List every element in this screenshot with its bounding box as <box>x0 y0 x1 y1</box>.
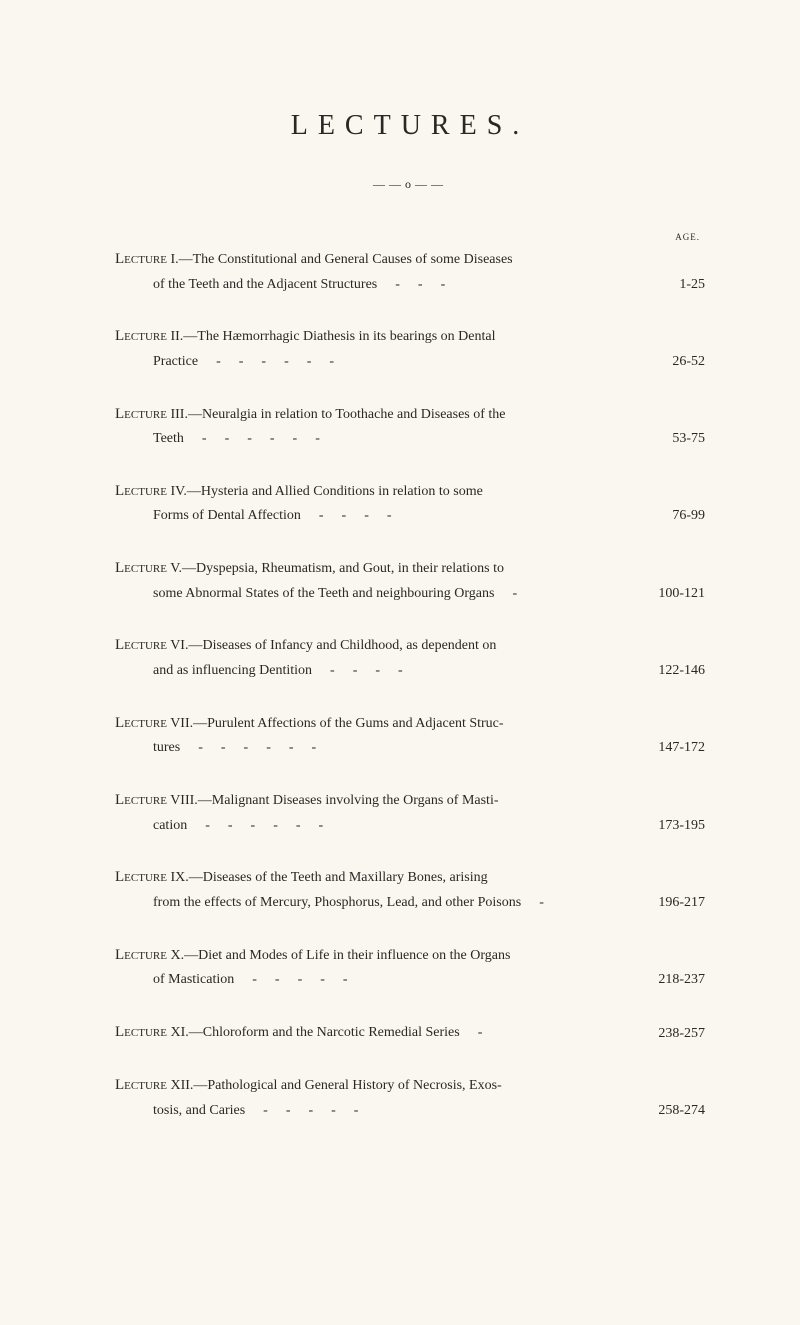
entry-line1: —Neuralgia in relation to Toothache and … <box>188 407 506 422</box>
entry-pages: 122-146 <box>641 659 705 683</box>
entry-text: Lecture IX.—Diseases of the Teeth and Ma… <box>115 865 641 914</box>
entry-text: Lecture XI.—Chloroform and the Narcotic … <box>115 1020 641 1046</box>
entry-lead: Lecture <box>115 328 167 344</box>
lecture-entry: Lecture IX.—Diseases of the Teeth and Ma… <box>115 865 705 914</box>
page-column-label: AGE. <box>675 232 700 242</box>
entry-pages: 173-195 <box>641 814 705 838</box>
entry-dashes: - <box>460 1025 501 1040</box>
entry-text: Lecture I.—The Constitutional and Genera… <box>115 247 641 296</box>
entry-line1: —Dyspepsia, Rheumatism, and Gout, in the… <box>182 561 504 576</box>
entry-dashes: ------ <box>198 354 352 369</box>
entry-line1: —Hysteria and Allied Conditions in relat… <box>187 484 483 499</box>
lecture-entry: Lecture III.—Neuralgia in relation to To… <box>115 402 705 451</box>
entry-dashes: - <box>494 586 535 601</box>
entry-text: Lecture VI.—Diseases of Infancy and Chil… <box>115 633 641 682</box>
entry-lead: Lecture <box>115 792 167 808</box>
entry-line1: —Diseases of Infancy and Childhood, as d… <box>188 638 496 653</box>
entry-text: Lecture III.—Neuralgia in relation to To… <box>115 402 641 451</box>
entry-line2: Practice <box>115 354 198 369</box>
entry-num: VII. <box>167 716 193 731</box>
entry-line1: —The Hæmorrhagic Diathesis in its bearin… <box>183 329 495 344</box>
entry-text: Lecture X.—Diet and Modes of Life in the… <box>115 943 641 992</box>
entry-lead: Lecture <box>115 869 167 885</box>
entry-line2: of Mastication <box>115 972 234 987</box>
lecture-entry: Lecture II.—The Hæmorrhagic Diathesis in… <box>115 324 705 373</box>
entry-text: Lecture II.—The Hæmorrhagic Diathesis in… <box>115 324 641 373</box>
page-title: LECTURES. <box>115 110 705 142</box>
entry-num: IX. <box>167 870 189 885</box>
entry-text: Lecture VIII.—Malignant Diseases involvi… <box>115 788 641 837</box>
entry-pages: 100-121 <box>641 582 705 606</box>
entry-pages: 218-237 <box>641 968 705 992</box>
entry-line1: —Malignant Diseases involving the Organs… <box>198 793 499 808</box>
entry-dashes: ----- <box>234 972 365 987</box>
entry-dashes: ------ <box>187 818 341 833</box>
lecture-entry: Lecture VIII.—Malignant Diseases involvi… <box>115 788 705 837</box>
entry-lead: Lecture <box>115 715 167 731</box>
entry-dashes: ----- <box>245 1103 376 1118</box>
lecture-entry: Lecture X.—Diet and Modes of Life in the… <box>115 943 705 992</box>
entry-line2: tures <box>115 740 180 755</box>
entry-pages: 53-75 <box>641 427 705 451</box>
entry-pages: 196-217 <box>641 891 705 915</box>
entry-pages: 26-52 <box>641 350 705 374</box>
entry-pages: 238-257 <box>641 1022 705 1046</box>
entry-num: XI. <box>167 1025 189 1040</box>
lecture-entry: Lecture VII.—Purulent Affections of the … <box>115 711 705 760</box>
entry-num: IV. <box>167 484 187 499</box>
lecture-entry: Lecture VI.—Diseases of Infancy and Chil… <box>115 633 705 682</box>
entry-lead: Lecture <box>115 483 167 499</box>
entry-text: Lecture V.—Dyspepsia, Rheumatism, and Go… <box>115 556 641 605</box>
entry-dashes: --- <box>377 277 463 292</box>
entry-num: III. <box>167 407 188 422</box>
entry-lead: Lecture <box>115 1024 167 1040</box>
entry-num: V. <box>167 561 182 576</box>
entry-line1: —Purulent Affections of the Gums and Adj… <box>193 716 503 731</box>
entry-line1: —Pathological and General History of Nec… <box>193 1078 501 1093</box>
lecture-entry: Lecture I.—The Constitutional and Genera… <box>115 247 705 296</box>
entry-num: VIII. <box>167 793 198 808</box>
entry-num: II. <box>167 329 183 344</box>
entry-line1: —Diseases of the Teeth and Maxillary Bon… <box>189 870 488 885</box>
entry-line2: Forms of Dental Affection <box>115 508 301 523</box>
entry-lead: Lecture <box>115 560 167 576</box>
entry-pages: 147-172 <box>641 736 705 760</box>
lectures-list: Lecture I.—The Constitutional and Genera… <box>115 247 705 1123</box>
entry-dashes: ------ <box>184 431 338 446</box>
entry-text: Lecture XII.—Pathological and General Hi… <box>115 1073 641 1122</box>
entry-lead: Lecture <box>115 947 167 963</box>
entry-lead: Lecture <box>115 637 167 653</box>
entry-dashes: - <box>521 895 562 910</box>
entry-lead: Lecture <box>115 1077 167 1093</box>
entry-line2: Teeth <box>115 431 184 446</box>
entry-dashes: ---- <box>312 663 421 678</box>
entry-line1: —The Constitutional and General Causes o… <box>179 252 513 267</box>
entry-num: XII. <box>167 1078 193 1093</box>
entry-dashes: ---- <box>301 508 410 523</box>
lecture-entry: Lecture IV.—Hysteria and Allied Conditio… <box>115 479 705 528</box>
lecture-entry: Lecture XII.—Pathological and General Hi… <box>115 1073 705 1122</box>
entry-pages: 76-99 <box>641 504 705 528</box>
entry-line1: —Diet and Modes of Life in their influen… <box>184 948 510 963</box>
entry-num: X. <box>167 948 184 963</box>
entry-text: Lecture VII.—Purulent Affections of the … <box>115 711 641 760</box>
entry-line2: some Abnormal States of the Teeth and ne… <box>115 586 494 601</box>
entry-dashes: ------ <box>180 740 334 755</box>
lecture-entry: Lecture XI.—Chloroform and the Narcotic … <box>115 1020 705 1046</box>
divider-ornament: ——o—— <box>115 177 705 192</box>
entry-pages: 258-274 <box>641 1099 705 1123</box>
entry-line2: tosis, and Caries <box>115 1103 245 1118</box>
entry-num: VI. <box>167 638 189 653</box>
entry-num: I. <box>167 252 179 267</box>
entry-text: Lecture IV.—Hysteria and Allied Conditio… <box>115 479 641 528</box>
lecture-entry: Lecture V.—Dyspepsia, Rheumatism, and Go… <box>115 556 705 605</box>
entry-line2: and as influencing Dentition <box>115 663 312 678</box>
entry-line1: —Chloroform and the Narcotic Remedial Se… <box>189 1025 460 1040</box>
entry-lead: Lecture <box>115 251 167 267</box>
entry-pages: 1-25 <box>641 273 705 297</box>
entry-line2: cation <box>115 818 187 833</box>
entry-line2: of the Teeth and the Adjacent Structures <box>115 277 377 292</box>
entry-line2: from the effects of Mercury, Phosphorus,… <box>115 895 521 910</box>
entry-lead: Lecture <box>115 406 167 422</box>
